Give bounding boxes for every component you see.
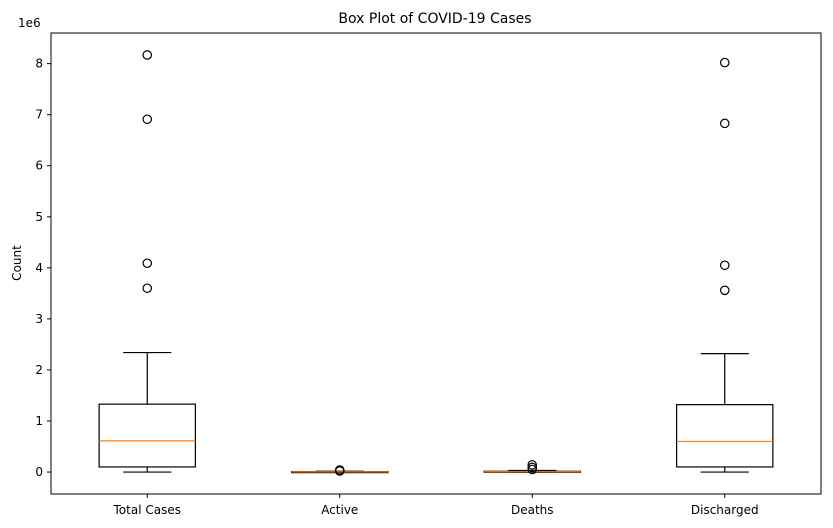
y-tick-label: 2 xyxy=(35,363,43,377)
y-tick-label: 1 xyxy=(35,414,43,428)
y-axis-multiplier: 1e6 xyxy=(18,16,41,30)
box-iqr xyxy=(98,403,196,468)
outlier-point xyxy=(527,462,538,473)
plot-frame xyxy=(50,32,822,495)
y-tick-label: 8 xyxy=(35,57,43,71)
outlier-point xyxy=(142,50,153,60)
x-tick-label: Total Cases xyxy=(113,503,181,517)
outlier-point xyxy=(527,460,538,470)
x-tick-label: Discharged xyxy=(691,503,759,517)
x-tick-label: Deaths xyxy=(511,503,554,517)
x-tick-label: Active xyxy=(321,503,358,517)
y-tick-label: 4 xyxy=(35,261,43,275)
outlier-point xyxy=(719,118,730,129)
outlier-point xyxy=(142,283,153,294)
outlier-point xyxy=(719,57,730,68)
chart-marks: 0 1 2 3 4 5 6 7 8 Total Cases Active Deaths Discharg… xyxy=(35,50,774,517)
outlier-point xyxy=(142,258,153,269)
outlier-point xyxy=(334,465,345,475)
chart-title: Box Plot of COVID-19 Cases xyxy=(338,11,531,27)
outlier-point xyxy=(719,260,730,271)
y-tick-label: 7 xyxy=(35,108,43,122)
outlier-point xyxy=(719,285,730,296)
y-tick-label: 0 xyxy=(35,465,43,479)
y-tick-label: 5 xyxy=(35,210,43,224)
y-axis-label: Count xyxy=(10,245,24,281)
y-tick-label: 6 xyxy=(35,159,43,173)
box-iqr xyxy=(676,404,774,468)
outlier-point xyxy=(142,114,153,125)
y-tick-label: 3 xyxy=(35,312,43,326)
